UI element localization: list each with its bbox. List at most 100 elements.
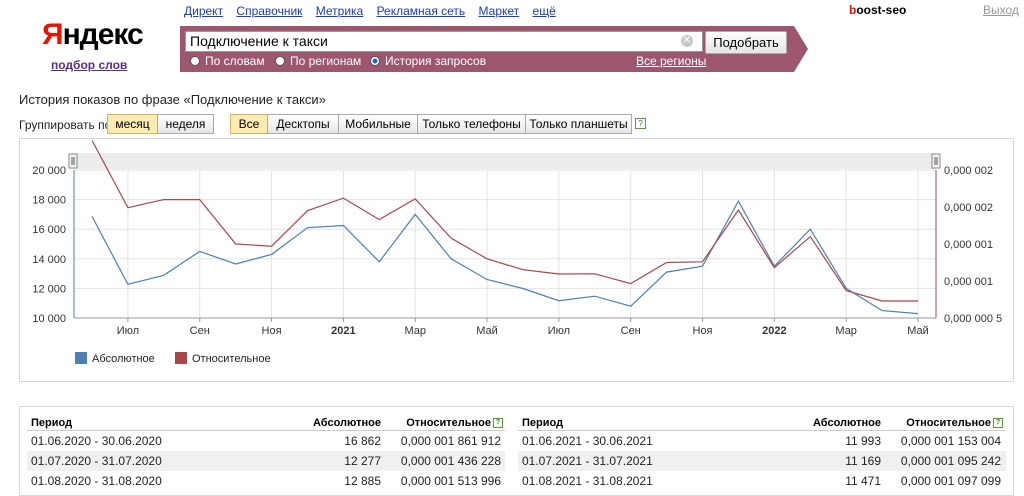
group-month-button[interactable]: месяц [107,114,158,134]
table-row [518,451,1006,471]
range-handle-right[interactable] [931,153,941,169]
x-tick-label: Май [907,325,929,337]
nav-metrika[interactable]: Метрика [315,4,364,18]
y-right-tick-label: 0,000 000 5 [944,313,1002,325]
x-axis: Июл Сен Ноя 2021 Мар Май Июл Сен Ноя 2022 Мар Май [117,325,929,337]
help-icon[interactable]: ? [635,118,646,129]
col-absolute: Абсолютное [313,417,381,429]
nav-more[interactable]: ещё [532,4,556,18]
device-all-button[interactable]: Все [230,114,268,134]
cell-absolute: 12 885 [344,474,381,487]
cell-absolute: 16 862 [344,434,381,448]
cell-absolute: 11 993 [845,434,881,448]
group-label: Группировать по: [19,118,115,132]
cell-relative: 0,000 001 097 099 [900,474,1001,487]
group-week-button[interactable]: неделя [157,114,214,134]
cell-relative: 0,000 001 153 004 [900,434,1001,448]
cell-absolute: 12 277 [344,454,381,468]
nav-direct[interactable]: Директ [184,4,224,18]
x-tick-label: Мар [835,325,857,337]
yandex-logo[interactable]: Яндекс [42,18,144,52]
chart-panel [19,138,1014,382]
cell-absolute: 11 169 [845,454,881,468]
col-relative-label: Относительное [906,417,991,429]
x-tick-label: Июл [548,325,570,337]
y-tick-label: 18 000 [32,195,66,207]
range-scroller[interactable] [74,153,936,169]
mode-label: История запросов [385,54,487,68]
nav-market[interactable]: Маркет [478,4,520,18]
divider [518,430,1006,431]
y-tick-label: 16 000 [32,224,66,236]
user-name: boost-seo [849,3,906,17]
x-tick-label: Сен [621,325,641,337]
wordstat-link[interactable]: подбор слов [51,58,128,72]
x-tick-label: Июл [117,325,139,337]
mode-by-words[interactable]: По словам [190,54,265,68]
x-tick-label: Май [476,325,498,337]
cell-relative: 0,000 001 861 912 [400,434,501,448]
logo-rest: ндекс [62,18,144,51]
cell-period: 01.07.2021 - 31.07.2021 [522,454,653,468]
y-tick-label: 10 000 [32,313,66,325]
plot-area [74,170,936,318]
x-tick-label: 2021 [331,325,355,337]
table-row [518,471,1006,487]
search-panel-arrow [794,26,808,72]
mode-label: По регионам [290,54,362,68]
range-handle-left[interactable] [68,153,78,169]
device-tablets-button[interactable]: Только планшеты [525,114,632,134]
mode-by-regions[interactable]: По регионам [275,54,361,68]
col-relative-2: Относительное? [891,417,1003,429]
y-right-tick-label: 0,000 001 [944,239,993,251]
cell-relative: 0,000 001 513 996 [400,474,501,487]
y-axis-left: 10 000 12 000 14 000 16 000 18 000 20 000 [32,165,66,325]
device-desktop-button[interactable]: Десктопы [267,114,339,134]
cell-period: 01.07.2020 - 31.07.2020 [31,454,162,468]
cell-period: 01.06.2020 - 30.06.2020 [31,434,162,448]
help-icon[interactable]: ? [493,418,503,429]
x-tick-label: Сен [190,325,210,337]
cell-period: 01.06.2021 - 30.06.2021 [522,434,653,448]
y-right-tick-label: 0,000 002 [944,202,993,214]
submit-button[interactable]: Подобрать [705,31,787,54]
radio-icon [190,56,200,66]
divider [27,430,505,431]
clear-icon[interactable]: ✕ [681,35,693,47]
y-right-tick-label: 0,000 001 [944,276,993,288]
table-row [518,431,1006,451]
device-mobile-button[interactable]: Мобильные [338,114,418,134]
regions-link[interactable]: Все регионы [636,54,707,68]
x-tick-label: 2022 [762,325,786,337]
table-row [27,471,505,487]
history-table-content: Период Абсолютное Относительное? Период … [19,406,1014,487]
nav-ad-network[interactable]: Рекламная сеть [376,4,466,18]
nav-guide[interactable]: Справочник [236,4,303,18]
help-icon[interactable]: ? [993,418,1003,429]
radio-selected-icon [370,56,380,66]
cell-period: 01.08.2020 - 31.08.2020 [31,474,162,487]
col-relative-label: Относительное [406,417,491,429]
legend-abs-label: Абсолютное [92,353,155,365]
chart-series [91,140,919,315]
device-phones-button[interactable]: Только телефоны [417,114,526,134]
y-tick-label: 14 000 [32,254,66,266]
x-tick-label: Ноя [262,325,282,337]
mode-history[interactable]: История запросов [370,54,486,68]
x-tick-label: Ноя [693,325,713,337]
search-input[interactable]: Подключение к такси [185,31,703,52]
col-absolute-2: Абсолютное [813,417,881,429]
logout-link[interactable]: Выход [983,3,1019,17]
history-chart: 10 000 12 000 14 000 16 000 18 000 20 000 0,0… [32,140,1002,365]
legend-rel-swatch [175,352,187,364]
y-right-tick-label: 0,000 002 [944,165,993,177]
page-title: История показов по фразе «Подключение к … [19,92,326,107]
table-row [27,431,505,451]
radio-icon [275,56,285,66]
legend-abs-swatch [75,352,87,364]
cell-absolute: 11 471 [845,474,881,487]
user-name-rest: oost-seo [856,3,907,17]
user-name-first: b [849,3,857,17]
series-relative-line [91,140,918,302]
cell-period: 01.08.2021 - 31.08.2021 [522,474,653,487]
